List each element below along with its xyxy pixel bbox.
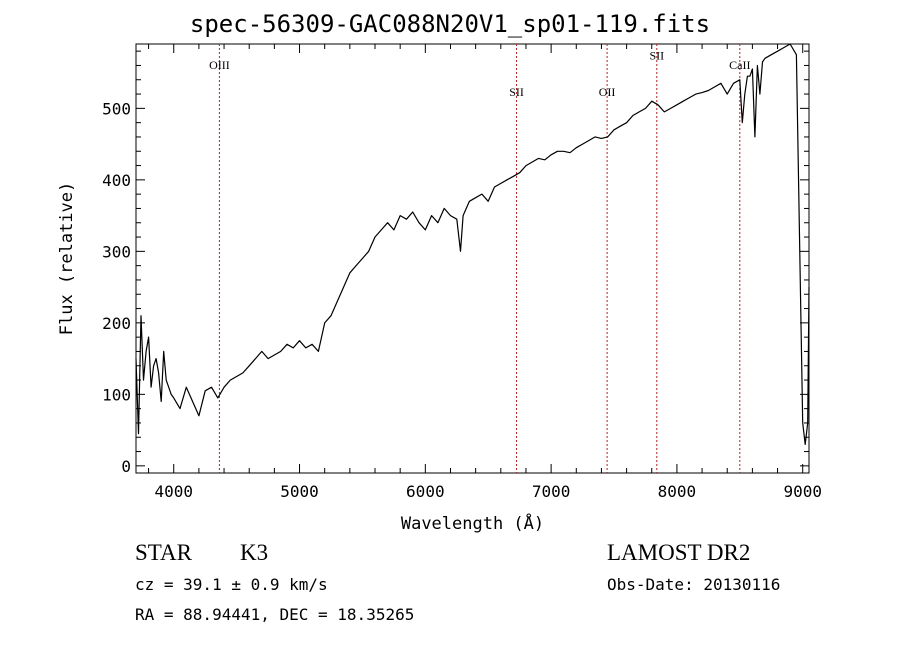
x-tick-label: 4000 <box>154 482 193 501</box>
plot-frame <box>135 43 810 474</box>
y-tick-label: 0 <box>121 457 131 476</box>
y-tick-label: 500 <box>102 99 131 118</box>
x-tick-label: 9000 <box>783 482 822 501</box>
y-tick-label: 300 <box>102 242 131 261</box>
x-axis-label: Wavelength (Å) <box>401 512 544 534</box>
spectrum-line <box>135 43 810 445</box>
y-tick-label: 200 <box>102 314 131 333</box>
spectral-line-label: OII <box>599 85 616 99</box>
redshift-cz: cz = 39.1 ± 0.9 km/s <box>135 575 328 594</box>
y-axis-label: Flux (relative) <box>57 182 77 336</box>
object-class: STAR <box>135 540 192 565</box>
spectral-line-label: CaII <box>729 58 750 72</box>
survey-name: LAMOST DR2 <box>607 540 751 565</box>
chart-title: spec-56309-GAC088N20V1_sp01-119.fits <box>189 10 711 38</box>
x-tick-label: 5000 <box>280 482 319 501</box>
object-subclass: K3 <box>240 540 269 565</box>
spectral-line-label: SII <box>649 49 664 63</box>
spectral-line-label: OIII <box>209 58 230 72</box>
spectral-line-label: SII <box>509 85 524 99</box>
y-tick-label: 400 <box>102 171 131 190</box>
x-tick-label: 6000 <box>406 482 445 501</box>
x-tick-label: 8000 <box>658 482 697 501</box>
y-tick-label: 100 <box>102 385 131 404</box>
coordinates: RA = 88.94441, DEC = 18.35265 <box>135 605 415 624</box>
observation-date: Obs-Date: 20130116 <box>607 575 781 594</box>
x-tick-label: 7000 <box>532 482 571 501</box>
